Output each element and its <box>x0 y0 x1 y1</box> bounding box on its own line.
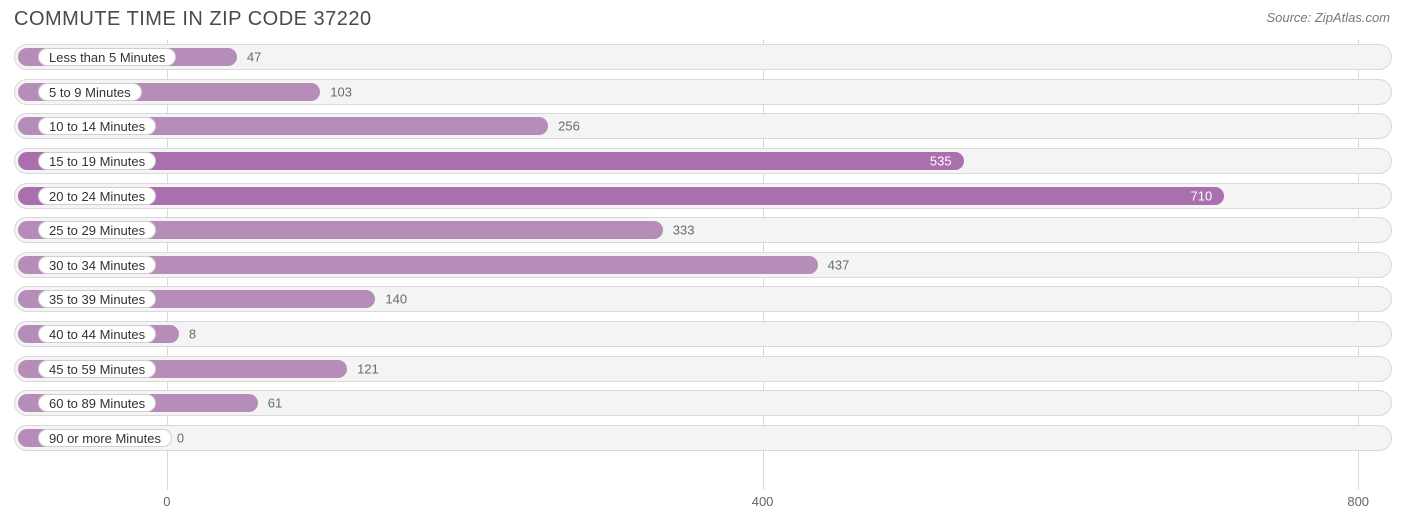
category-label: 45 to 59 Minutes <box>38 360 156 378</box>
value-label: 103 <box>330 84 352 99</box>
bar-row: 90 or more Minutes 0 <box>14 421 1392 456</box>
x-tick-label: 800 <box>1347 494 1369 509</box>
bar-row: 45 to 59 Minutes 121 <box>14 351 1392 386</box>
value-label: 333 <box>673 223 695 238</box>
bar <box>18 152 964 170</box>
x-tick-label: 0 <box>163 494 170 509</box>
bar-track <box>14 321 1392 347</box>
plot-area: Less than 5 Minutes 47 5 to 9 Minutes 103 10… <box>14 40 1392 490</box>
bar-track <box>14 425 1392 451</box>
category-label: 90 or more Minutes <box>38 429 172 447</box>
bar-row: 10 to 14 Minutes 256 <box>14 109 1392 144</box>
bar-row: 60 to 89 Minutes 61 <box>14 386 1392 421</box>
value-label: 8 <box>189 327 196 342</box>
category-label: 10 to 14 Minutes <box>38 117 156 135</box>
x-tick-label: 400 <box>752 494 774 509</box>
x-axis: 0 400 800 <box>14 494 1392 514</box>
chart-title: COMMUTE TIME IN ZIP CODE 37220 <box>14 8 372 31</box>
bar-row: 30 to 34 Minutes 437 <box>14 248 1392 283</box>
bar-row: Less than 5 Minutes 47 <box>14 40 1392 75</box>
category-label: Less than 5 Minutes <box>38 48 176 66</box>
category-label: 15 to 19 Minutes <box>38 152 156 170</box>
bar <box>18 187 1224 205</box>
value-label: 47 <box>247 50 261 65</box>
category-label: 5 to 9 Minutes <box>38 83 142 101</box>
category-label: 40 to 44 Minutes <box>38 325 156 343</box>
value-label: 121 <box>357 361 379 376</box>
category-label: 25 to 29 Minutes <box>38 221 156 239</box>
value-label: 0 <box>177 430 184 445</box>
category-label: 30 to 34 Minutes <box>38 256 156 274</box>
category-label: 60 to 89 Minutes <box>38 394 156 412</box>
value-label: 140 <box>385 292 407 307</box>
value-label: 535 <box>930 154 952 169</box>
value-label: 61 <box>268 396 282 411</box>
bar-row: 40 to 44 Minutes 8 <box>14 317 1392 352</box>
category-label: 35 to 39 Minutes <box>38 290 156 308</box>
bar-row: 25 to 29 Minutes 333 <box>14 213 1392 248</box>
value-label: 710 <box>1191 188 1213 203</box>
bar-row: 5 to 9 Minutes 103 <box>14 75 1392 110</box>
value-label: 437 <box>828 257 850 272</box>
value-label: 256 <box>558 119 580 134</box>
commute-time-chart: COMMUTE TIME IN ZIP CODE 37220 Source: Z… <box>0 0 1406 522</box>
chart-source: Source: ZipAtlas.com <box>1266 10 1390 25</box>
bar-row: 20 to 24 Minutes 710 <box>14 178 1392 213</box>
bar-row: 15 to 19 Minutes 535 <box>14 144 1392 179</box>
category-label: 20 to 24 Minutes <box>38 187 156 205</box>
bar-row: 35 to 39 Minutes 140 <box>14 282 1392 317</box>
